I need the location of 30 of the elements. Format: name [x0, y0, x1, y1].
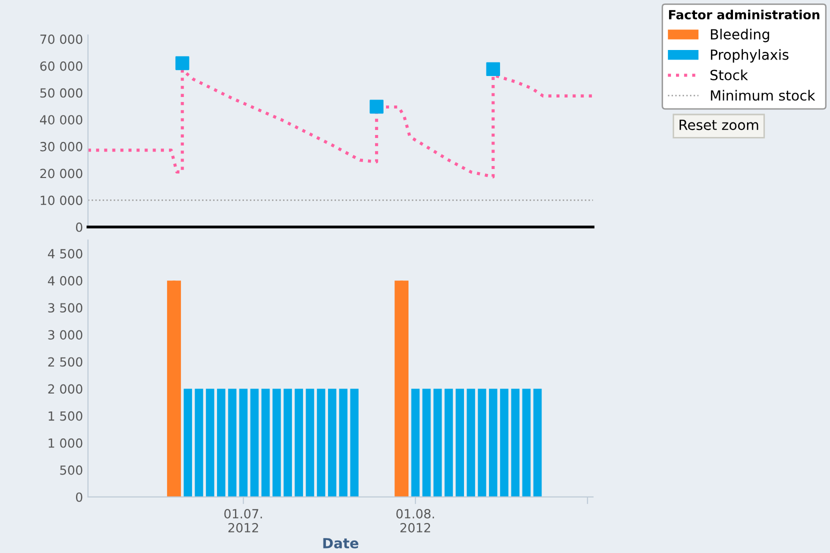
y-tick-label: 2 500	[48, 357, 82, 367]
y-tick-label: 1 500	[48, 411, 82, 421]
x-axis-title: Date	[323, 538, 358, 548]
y-tick-label: 0	[76, 222, 82, 232]
y-tick-label: 4 500	[48, 249, 82, 258]
legend-label: Prophylaxis	[710, 49, 788, 63]
y-tick-label: 40 000	[40, 115, 82, 125]
y-tick-label: 0	[76, 492, 82, 502]
legend-label: Stock	[710, 70, 748, 80]
legend-title: Factor administration	[669, 10, 820, 20]
y-tick-label: 2 000	[48, 384, 82, 394]
y-tick-label: 3 000	[48, 330, 82, 340]
y-tick-label: 500	[60, 465, 82, 475]
y-tick-label: 20 000	[40, 168, 82, 178]
y-tick-label: 1 000	[48, 438, 82, 448]
legend-label: Bleeding	[710, 28, 770, 42]
y-tick-label: 3 500	[48, 303, 82, 313]
y-tick-label: 10 000	[40, 196, 82, 206]
text: Reset zoom	[680, 120, 758, 130]
x-tick-label: 01.07. 2012	[224, 509, 262, 532]
point	[370, 100, 384, 114]
point	[175, 56, 190, 70]
point	[486, 62, 500, 76]
y-tick-label: 4 000	[48, 276, 82, 286]
y-tick-label: 30 000	[40, 142, 82, 152]
legend-label: Minimum stock	[710, 90, 816, 101]
y-tick-label: 60 000	[40, 61, 82, 71]
y-tick-label: 50 000	[40, 88, 82, 98]
x-tick-label: 01.08. 2012	[396, 509, 434, 532]
y-tick-label: 70 000	[40, 34, 82, 44]
